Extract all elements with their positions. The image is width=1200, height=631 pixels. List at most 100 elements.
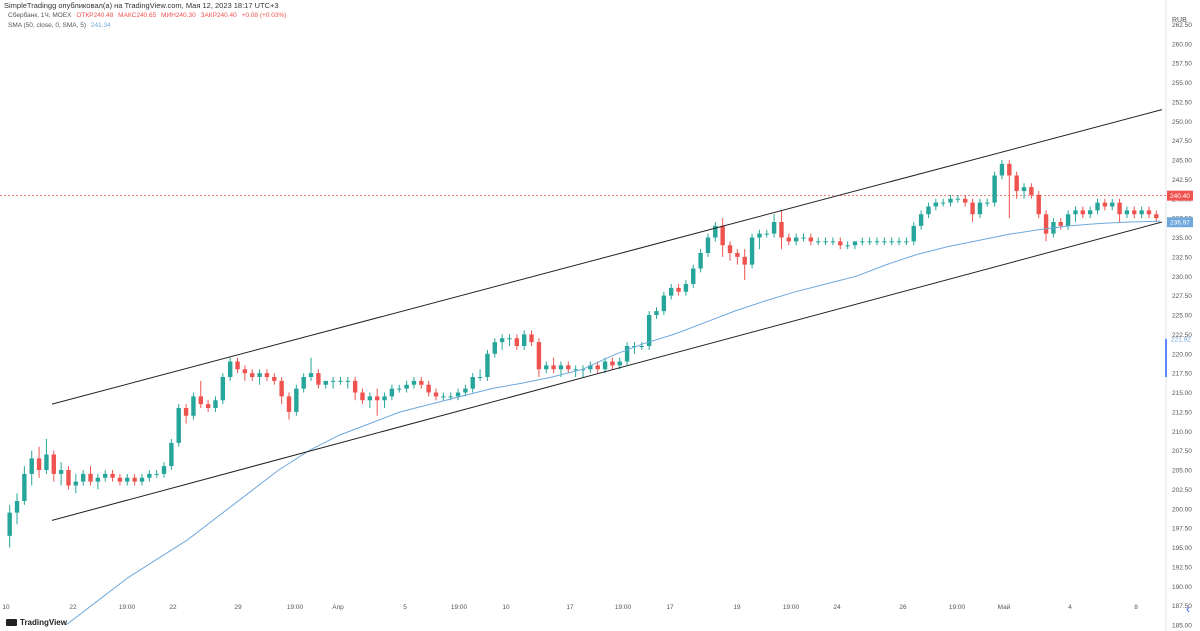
candle-body xyxy=(948,198,953,203)
candle-body xyxy=(227,361,233,377)
sma-label[interactable]: SMA (50, close, 0, SMA, 5) xyxy=(8,22,87,29)
x-tick-label: 19:00 xyxy=(949,604,966,611)
candle-body xyxy=(544,365,549,370)
candle-body xyxy=(426,384,431,393)
x-tick-label: 17 xyxy=(566,604,574,611)
candle-body xyxy=(330,380,336,382)
candle-body xyxy=(323,380,328,385)
candle-body xyxy=(999,163,1005,176)
candle-body xyxy=(793,237,799,242)
low-value: МИН240.30 xyxy=(161,12,196,19)
channel-upper-line[interactable] xyxy=(51,109,1163,405)
candle-body xyxy=(676,287,681,292)
candle-body xyxy=(977,202,983,215)
candle-body xyxy=(154,473,159,475)
candle-body xyxy=(845,245,850,247)
candle-body xyxy=(389,388,395,397)
x-tick-label: 17 xyxy=(666,604,674,611)
candle-body xyxy=(992,175,997,203)
candle-body xyxy=(242,369,248,374)
x-tick-label: 19:00 xyxy=(615,604,632,611)
candle-body xyxy=(624,346,630,362)
candle-body xyxy=(1058,222,1063,226)
price-badges: 240.40 236.97 221.92 xyxy=(1165,190,1193,377)
y-tick-label: 245.00 xyxy=(1172,158,1192,165)
candle-body xyxy=(918,214,924,226)
candle-body xyxy=(176,408,181,443)
candle-body xyxy=(904,241,909,243)
y-tick-label: 217.50 xyxy=(1172,371,1192,378)
x-tick-label: 26 xyxy=(899,604,907,611)
candle-body xyxy=(529,334,534,343)
candle-body xyxy=(404,384,409,389)
y-axis[interactable]: 185.00 187.50 190.00 192.50 195.00 197.50 200.… xyxy=(1172,22,1192,630)
symbol-name[interactable]: Сбербанк, 1Ч, MOEX xyxy=(8,12,72,19)
candle-body xyxy=(36,458,42,470)
candle-body xyxy=(771,222,777,234)
candle-body xyxy=(816,241,821,243)
candle-body xyxy=(595,365,600,370)
candle-body xyxy=(735,253,740,257)
sma-line xyxy=(65,220,1161,626)
candle-body xyxy=(161,466,167,474)
channel-lower-line[interactable] xyxy=(51,221,1163,521)
x-axis[interactable]: 10 22 19:00 22 29 19:00 Апр 5 19:00 10 17 19:00 17 19… xyxy=(2,603,1138,611)
candle-body xyxy=(455,392,461,397)
candle-body xyxy=(308,373,314,377)
candle-body xyxy=(316,373,321,385)
candle-body xyxy=(823,241,828,243)
candle-body xyxy=(580,369,586,371)
candle-body xyxy=(860,241,865,243)
candle-body xyxy=(294,388,299,412)
candle-body xyxy=(286,396,292,412)
candle-body xyxy=(896,241,902,243)
candle-body xyxy=(58,470,64,474)
candle-body xyxy=(867,241,872,243)
publish-caption: SimpleTradingg опубликовал(а) на Trading… xyxy=(4,1,279,10)
candle-body xyxy=(51,454,56,474)
candle-body xyxy=(963,198,968,203)
y-tick-label: 250.00 xyxy=(1172,119,1192,126)
candle-body xyxy=(507,338,512,340)
candle-body xyxy=(352,380,358,393)
candle-body xyxy=(345,380,350,382)
candle-body xyxy=(838,241,843,246)
candle-body xyxy=(191,396,196,416)
candle-body xyxy=(654,311,659,315)
candle-body xyxy=(235,361,240,370)
x-tick-label: 19:00 xyxy=(783,604,800,611)
candle-body xyxy=(7,512,12,536)
candle-body xyxy=(205,404,211,408)
candle-body xyxy=(1124,210,1130,215)
candle-body xyxy=(279,380,284,397)
candle-body xyxy=(1117,202,1122,215)
sma-value: 241.34 xyxy=(90,22,111,29)
candle-body xyxy=(1021,187,1027,191)
candle-body xyxy=(419,380,424,385)
candle-body xyxy=(970,202,975,215)
chevron-left-icon[interactable]: ‹ xyxy=(1186,602,1190,616)
sma-price-badge-bg xyxy=(1167,217,1193,228)
candle-body xyxy=(661,295,667,312)
candle-body xyxy=(646,315,652,346)
candle-body xyxy=(779,222,784,238)
candle-body xyxy=(1110,202,1115,207)
y-tick-label: 195.00 xyxy=(1172,545,1192,552)
x-tick-label: Май xyxy=(998,603,1011,611)
candle-body xyxy=(852,241,858,246)
candle-body xyxy=(29,458,34,474)
candle-body xyxy=(933,202,939,207)
y-tick-label: 200.00 xyxy=(1172,506,1192,513)
x-tick-label: 8 xyxy=(1134,604,1138,611)
candle-body xyxy=(705,237,711,253)
candle-body xyxy=(272,377,277,381)
candle-body xyxy=(1043,214,1049,234)
candle-body xyxy=(14,501,20,513)
candle-body xyxy=(955,198,961,200)
last-price-badge-bg xyxy=(1167,190,1193,201)
y-tick-label: 197.50 xyxy=(1172,526,1192,533)
candle-body xyxy=(985,202,990,204)
candle-body xyxy=(1146,210,1152,215)
candle-body xyxy=(257,373,262,377)
